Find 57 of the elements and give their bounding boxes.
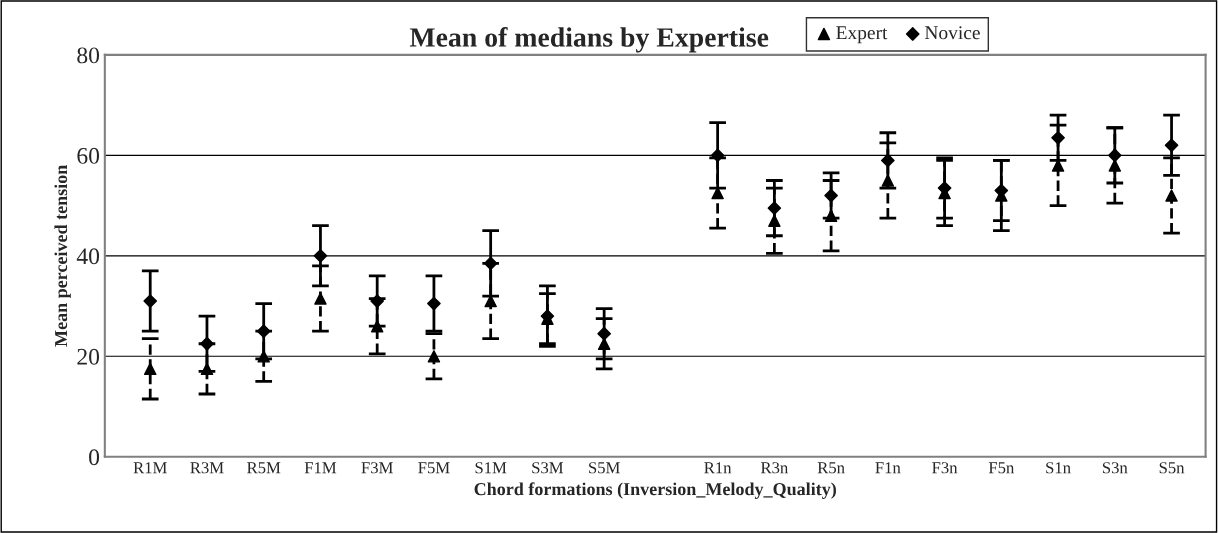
point (1107, 148, 1122, 163)
point (710, 148, 725, 163)
point (824, 209, 838, 222)
point (597, 326, 611, 341)
point (200, 362, 214, 376)
point (1164, 138, 1179, 153)
point (256, 324, 271, 339)
point (200, 336, 214, 351)
x-tick-label: S1M (475, 462, 507, 474)
point (427, 350, 441, 363)
x-tick-label: S3M (532, 462, 564, 474)
point (768, 214, 781, 227)
y-tick-label: 80 (77, 47, 100, 64)
point (1051, 130, 1065, 145)
point (881, 153, 895, 168)
point (1051, 159, 1065, 172)
x-tick-label: F1M (304, 462, 337, 474)
y-tick-label: 0 (89, 449, 100, 466)
legend-label: Expert (836, 26, 888, 44)
point (767, 201, 782, 215)
point (370, 294, 385, 308)
point (427, 296, 441, 311)
point (313, 248, 328, 263)
point (483, 256, 498, 271)
x-tick-label: S5M (589, 462, 620, 474)
point (143, 362, 157, 376)
y-tick-label: 60 (77, 147, 100, 164)
point (1165, 189, 1178, 202)
x-tick-label: R3n (760, 462, 789, 474)
point (143, 294, 158, 308)
point (1108, 159, 1122, 172)
x-tick-label: F1n (875, 462, 901, 474)
point (314, 292, 327, 305)
y-tick-label: 40 (76, 248, 100, 265)
y-axis-title: Mean perceived tension (54, 165, 71, 347)
x-tick-label: R3M (190, 462, 224, 474)
point (881, 174, 895, 187)
x-tick-label: F3n (932, 462, 958, 474)
x-tick-label: S5n (1159, 462, 1185, 474)
y-tick-label: 20 (77, 348, 100, 365)
x-tick-label: R5M (247, 462, 281, 474)
point (597, 337, 611, 351)
x-tick-label: R5n (817, 462, 845, 474)
x-tick-label: F5n (988, 462, 1015, 474)
point (937, 181, 952, 195)
x-tick-label: S1n (1046, 462, 1071, 474)
chart-title: Mean of medians by Expertise (409, 27, 769, 53)
x-tick-label: R1n (704, 462, 732, 474)
x-tick-label: F3M (361, 462, 393, 474)
point (257, 350, 270, 363)
x-tick-label: F5M (418, 462, 450, 474)
legend-label: Novice (924, 26, 980, 40)
point (824, 188, 838, 203)
x-tick-label: S3n (1102, 462, 1128, 474)
x-tick-label: R1M (133, 462, 167, 474)
point (370, 319, 384, 333)
x-axis-title: Chord formations (Inversion_Melody_Quality) (474, 482, 836, 499)
